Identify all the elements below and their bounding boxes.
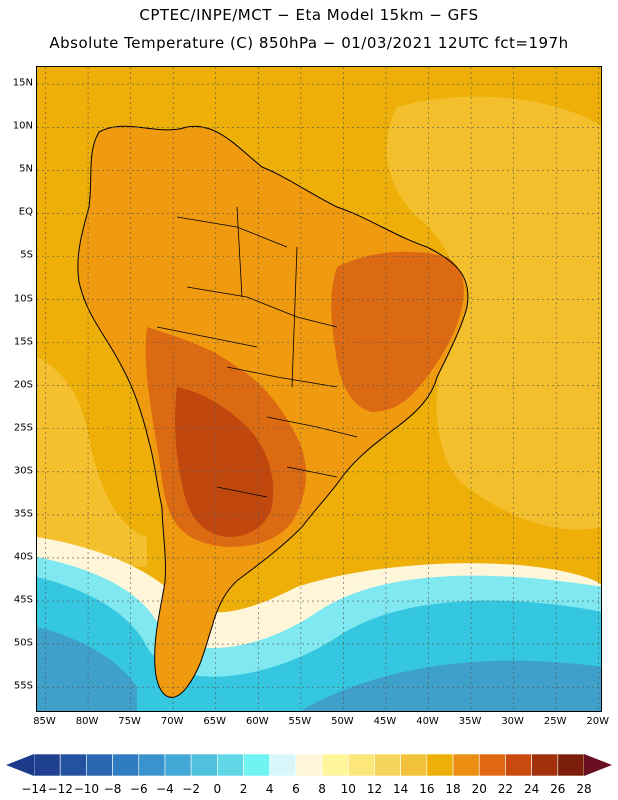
longitude-label: 45W <box>373 716 397 727</box>
colorbar-swatch <box>138 753 166 777</box>
graticule-lines <box>37 67 601 711</box>
longitude-label: 40W <box>416 716 439 727</box>
longitude-label: 30W <box>501 716 524 727</box>
latitude-label: 35S <box>13 508 33 520</box>
longitude-label: 35W <box>458 716 482 727</box>
longitude-label: 80W <box>75 716 99 727</box>
colorbar-tick-label: −10 <box>73 782 100 796</box>
colorbar-tick-label: 14 <box>393 782 409 796</box>
longitude-label: 50W <box>331 716 354 727</box>
hot-northeast-zone <box>331 251 464 412</box>
longitude-label: 55W <box>288 716 312 727</box>
longitude-label: 20W <box>586 716 610 727</box>
colorbar-tick-label: 8 <box>318 782 326 796</box>
colorbar-tick-label: 28 <box>576 782 592 796</box>
colorbar-tick-label: 10 <box>340 782 356 796</box>
latitude-label: 5S <box>20 249 33 261</box>
hot-core-zone <box>174 387 274 537</box>
colorbar-high-arrow <box>584 754 612 776</box>
latitude-label: 30S <box>13 465 33 477</box>
colorbar <box>6 753 612 777</box>
latitude-label: 15N <box>12 77 33 89</box>
mild-pacific-zone <box>37 357 147 567</box>
colorbar-tick-label: 6 <box>292 782 300 796</box>
colorbar-swatch <box>531 753 559 777</box>
colorbar-swatch <box>33 753 61 777</box>
colorbar-tick-label: −12 <box>47 782 73 796</box>
coastline <box>77 125 469 698</box>
colorbar-swatch <box>295 753 323 777</box>
colorbar-tick-label: 0 <box>213 782 222 796</box>
latitude-label: 5N <box>19 163 33 175</box>
latitude-label: 25S <box>13 422 33 434</box>
colorbar-tick-label: −6 <box>129 782 148 796</box>
colorbar-swatch <box>321 753 349 777</box>
colorbar-tick-label: 26 <box>550 782 566 796</box>
longitude-label: 25W <box>543 716 567 727</box>
colorbar-tick-label: 4 <box>265 782 274 796</box>
colorbar-tick-label: 22 <box>497 782 514 796</box>
deep-cold-zone <box>37 627 601 711</box>
latitude-label: EQ <box>18 206 33 218</box>
colorbar-swatch <box>478 753 506 777</box>
latitude-label: 55S <box>13 680 33 692</box>
colorbar-swatch <box>347 753 375 777</box>
latitude-label: 45S <box>13 594 33 606</box>
latitude-label: 10S <box>13 293 33 305</box>
colorbar-swatch <box>269 753 297 777</box>
longitude-label: 65W <box>203 716 227 727</box>
latitude-label: 15S <box>13 336 33 348</box>
temperature-field-map <box>37 67 601 711</box>
latitude-label: 10N <box>12 120 33 132</box>
colorbar-swatch <box>400 753 428 777</box>
map-title-line2: Absolute Temperature (C) 850hPa − 01/03/… <box>49 34 569 52</box>
colorbar-swatch <box>505 753 532 777</box>
colorbar-swatch <box>243 753 271 777</box>
colorbar-low-arrow <box>6 754 34 776</box>
map-title-line1: CPTEC/INPE/MCT − Eta Model 15km − GFS <box>139 6 479 24</box>
colorbar-swatch <box>426 753 454 777</box>
colorbar-swatch <box>164 753 192 777</box>
colorbar-tick-label: 24 <box>523 782 540 796</box>
latitude-label: 40S <box>13 551 33 563</box>
colorbar-swatch <box>59 753 87 777</box>
colorbar-tick-label: 18 <box>445 782 461 796</box>
colorbar-swatch <box>190 753 218 777</box>
colorbar-tick-label: 2 <box>239 782 248 796</box>
colorbar-tick-label: 20 <box>471 782 487 796</box>
colorbar-tick-label: 16 <box>419 782 435 796</box>
map-panel <box>36 66 602 712</box>
colorbar-swatch <box>374 753 401 777</box>
mild-atlantic-zone <box>386 96 601 530</box>
colorbar-swatch <box>86 753 113 777</box>
latitude-label: 20S <box>13 379 33 391</box>
colorbar-swatch <box>217 753 244 777</box>
colorbar-tick-label: −8 <box>103 782 122 796</box>
longitude-label: 75W <box>118 716 141 727</box>
latitude-label: 50S <box>13 637 33 649</box>
colorbar-swatch <box>557 753 585 777</box>
longitude-label: 70W <box>160 716 184 727</box>
colorbar-tick-label: 12 <box>366 782 383 796</box>
colorbar-tick-label: −2 <box>182 782 200 796</box>
colorbar-tick-label: −4 <box>156 782 174 796</box>
longitude-label: 85W <box>33 716 56 727</box>
colorbar-swatch <box>112 753 140 777</box>
longitude-label: 60W <box>245 716 269 727</box>
colorbar-swatch <box>452 753 480 777</box>
colorbar-tick-label: −14 <box>21 782 47 796</box>
